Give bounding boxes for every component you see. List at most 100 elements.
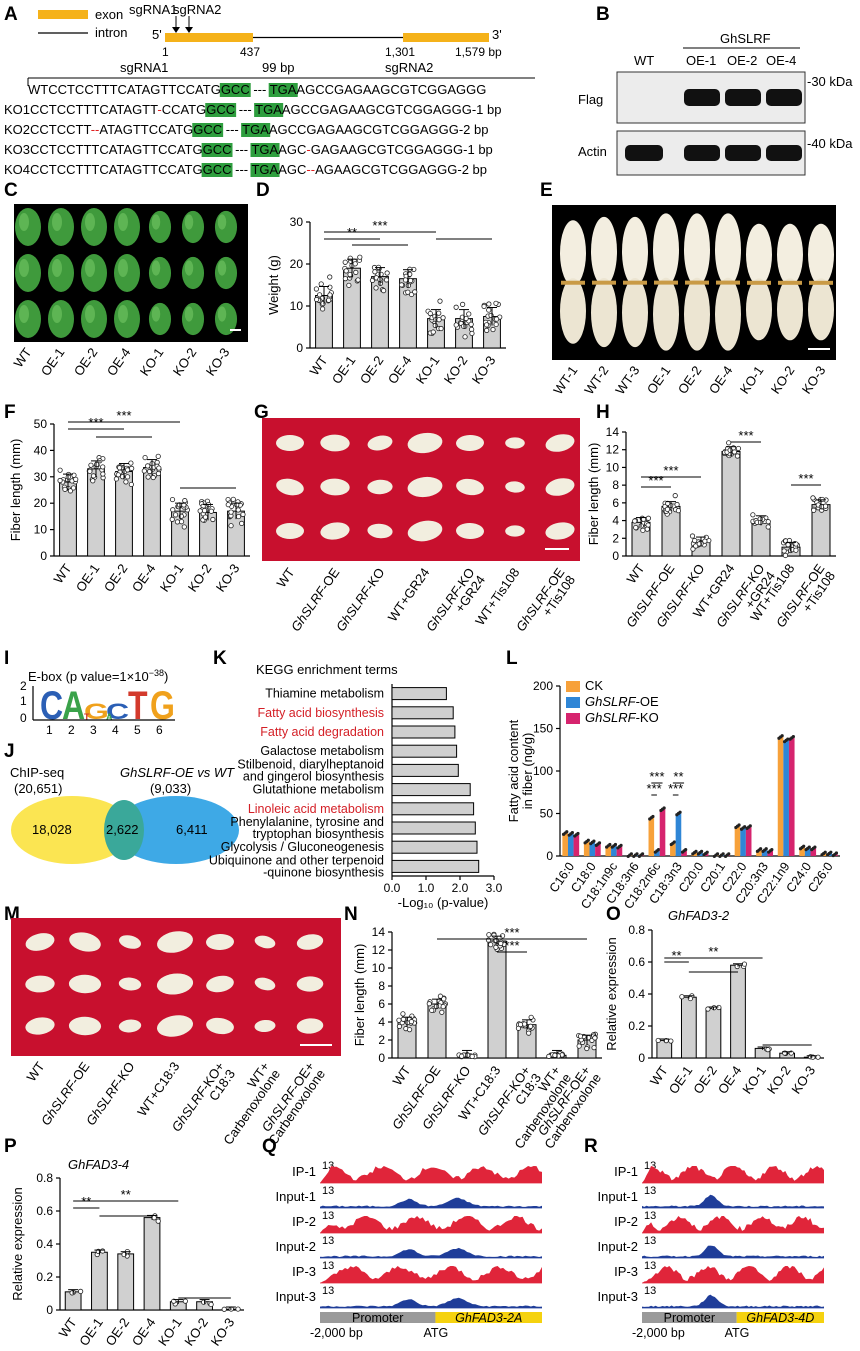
x-tick-label-oe-2: OE-2 (102, 1315, 132, 1348)
l-sig-stars: ** (673, 769, 683, 784)
bp-label: -2,000 bp (310, 1326, 363, 1340)
data-point (320, 300, 326, 307)
data-point (357, 254, 363, 260)
data-point (400, 1011, 406, 1017)
seq-pam-2: TGA (255, 102, 282, 117)
ovule (296, 976, 324, 992)
l-data-point (613, 842, 618, 847)
data-point (576, 1043, 582, 1049)
panel-label-d: D (256, 180, 270, 201)
ovule-label-line: WT+C18:3 (134, 1059, 182, 1119)
data-point (235, 1306, 241, 1312)
fiber-upper (591, 216, 617, 286)
bar-oe-2 (705, 1007, 722, 1059)
fiber-upper (653, 213, 679, 287)
l-legend-swatch-ghslrf-ko (566, 713, 580, 724)
data-point (705, 1006, 711, 1012)
panel-l: L 0 50 100 150 200 Fatty acid content in fiber… (506, 648, 840, 912)
data-point (128, 481, 134, 488)
promoter-region (642, 1312, 737, 1323)
panel-r: R IP-1 13 Input-1 13 IP-2 13 Input-2 13 IP-3 13 In… (584, 1136, 824, 1340)
data-point (313, 286, 320, 292)
y-tick-label: 10 (606, 460, 620, 474)
k-bar-ubiquinone-and-other-terpenoid-quinone-biosynthesis (391, 859, 480, 873)
data-point (169, 496, 176, 503)
data-point (632, 518, 638, 524)
data-point (352, 261, 358, 267)
data-point (201, 1299, 207, 1305)
seq-left-b: CCATG (162, 102, 207, 117)
track-scale: 13 (644, 1210, 656, 1222)
input-signal (642, 1294, 824, 1308)
data-point (169, 516, 175, 522)
fiber-label-ko-3: KO-3 (799, 363, 829, 396)
l-y-tick-label: 50 (540, 807, 554, 821)
venn-left-circle (11, 796, 133, 864)
data-point (70, 485, 77, 491)
ovule (505, 525, 525, 537)
data-point (546, 1053, 552, 1059)
blot-actin-band-oe4 (766, 145, 802, 161)
x-tick-label-line: KO-2 (181, 1315, 211, 1348)
l-bar-c24-0-ck (799, 847, 805, 856)
l-bar-c18-3n3-ghslrf-ko (681, 850, 687, 856)
data-point (633, 524, 639, 531)
input-signal (320, 1297, 542, 1308)
blot-actin-band-wt (625, 145, 663, 161)
y-axis-label: Fiber length (mm) (586, 443, 601, 546)
data-point (150, 474, 156, 481)
y-tick-label: 8 (378, 979, 385, 993)
data-point (100, 1248, 106, 1254)
l-data-point (770, 848, 774, 852)
panel-f: F 0 10 20 30 40 50 Fiber length (mm) WTOE-1OE-2… (4, 402, 250, 595)
data-point (465, 1052, 471, 1058)
fiber-label-oe-2: OE-2 (675, 363, 705, 396)
boll-photo (15, 208, 238, 338)
x-tick-label-oe-2: OE-2 (357, 353, 387, 386)
y-tick-label: 0 (638, 1051, 645, 1065)
gene-name: GhSLRF (585, 694, 637, 709)
data-point (481, 303, 487, 310)
x-tick-label-line: OE-1 (666, 1063, 696, 1096)
data-point (201, 508, 208, 514)
data-point (155, 453, 161, 459)
sgrna2-arrowhead (185, 27, 193, 33)
boll (148, 210, 172, 244)
panel-label-k: K (213, 648, 227, 669)
ovule (545, 522, 575, 540)
l-data-point (813, 845, 817, 849)
input-signal (642, 1194, 824, 1208)
seq-left: CCTCCTTTCATAGTTCCATG (48, 82, 221, 97)
panel-i: I E-box (p value=1×10−38) 0 1 2 C1A2G3C4… (4, 648, 175, 737)
l-bar-c20-0-ck (691, 852, 698, 856)
data-point (396, 1017, 402, 1023)
boll-highlight (151, 260, 161, 276)
data-point (381, 288, 387, 294)
l-bar-c16-0-ghslrf-oe (567, 833, 574, 856)
data-point (326, 297, 332, 303)
data-point (782, 552, 789, 559)
data-point (453, 304, 459, 310)
seq-right-a: AGC (278, 162, 306, 177)
gene-name: GhSLRF (585, 710, 637, 725)
l-data-point (576, 831, 580, 836)
data-point (765, 1047, 771, 1053)
boll (148, 256, 172, 290)
x-tick-label-ko-2: KO-2 (185, 561, 215, 594)
ovule-label-line: WT (274, 565, 298, 590)
data-point (230, 496, 236, 502)
promoter-label: Promoter (352, 1311, 403, 1325)
seq-left-b: ATAGTTCCATG (99, 122, 193, 137)
l-bar-c18-2n6c-ghslrf-ko (659, 809, 666, 856)
l-data-point (737, 823, 741, 827)
data-point (208, 508, 214, 514)
data-point (462, 334, 468, 340)
boll-highlight (52, 213, 62, 231)
x-tick-label-oe-1: OE-1 (329, 353, 359, 386)
venn-right-circle (113, 796, 239, 864)
data-point (491, 932, 497, 938)
l-data-point (727, 852, 731, 856)
pam-highlight (201, 143, 233, 157)
y-tick-label: 12 (372, 943, 386, 957)
